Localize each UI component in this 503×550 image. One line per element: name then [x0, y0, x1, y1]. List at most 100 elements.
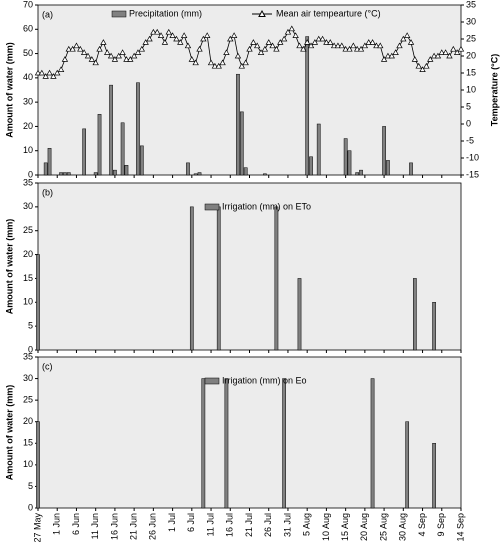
y-tick-label: 25 [23, 395, 33, 405]
temperature-marker [169, 32, 176, 38]
temperature-marker [365, 39, 372, 45]
bar [359, 169, 363, 176]
y-tick-label: 25 [23, 225, 33, 235]
temperature-marker [392, 49, 399, 55]
panel-label: (c) [42, 361, 53, 371]
bar [186, 162, 190, 176]
temperature-marker [438, 49, 445, 55]
bar [386, 160, 390, 176]
bar [93, 172, 98, 176]
y2-tick-label: 0 [466, 118, 471, 128]
x-tick-label: 11 Jul [205, 513, 215, 536]
bar [432, 443, 436, 509]
temperature-marker [88, 56, 96, 62]
temperature-marker [296, 42, 303, 49]
bar [136, 82, 140, 176]
temperature-marker [104, 49, 111, 55]
bar [305, 36, 310, 176]
temperature-marker [434, 52, 442, 59]
temperature-marker [246, 45, 253, 52]
temperature-marker [277, 39, 284, 45]
bar [216, 206, 221, 351]
temperature-marker [46, 69, 53, 76]
panel-label: (b) [42, 187, 53, 197]
bar [224, 378, 229, 509]
y2-tick-label: -15 [466, 169, 479, 179]
x-tick-label: 30 Aug [398, 513, 408, 541]
bar [297, 278, 302, 351]
temperature-marker [353, 45, 361, 52]
y-axis-title: Amount of water (mm) [4, 385, 14, 481]
bar [189, 206, 194, 351]
temperature-marker [400, 35, 407, 42]
temperature-marker [115, 52, 122, 59]
temperature-marker [315, 35, 322, 42]
temperature-marker [388, 52, 395, 59]
legend-label: Mean air tempearture (°C) [276, 8, 381, 18]
bar [47, 148, 52, 176]
y2-tick-label: 25 [466, 33, 476, 43]
bar [236, 73, 240, 176]
temperature-marker [207, 59, 215, 66]
x-tick-label: 31 Jul [282, 513, 292, 537]
temperature-marker [177, 39, 184, 45]
x-tick-label: 5 Aug [302, 513, 312, 536]
y2-axis-title: Temperature (°C) [489, 54, 499, 126]
y2-tick-label: 15 [466, 67, 476, 77]
x-tick-label: 25 Aug [378, 513, 388, 541]
plot-area [37, 4, 462, 176]
bar [201, 378, 206, 509]
x-tick-label: 16 Jul [225, 513, 235, 537]
y-tick-label: 30 [23, 201, 33, 211]
y-axis-title: Amount of water (mm) [4, 42, 14, 138]
x-tick-label: 1 Jul [167, 513, 177, 532]
temperature-marker [265, 39, 272, 45]
temperature-marker [157, 32, 165, 38]
bar [36, 254, 40, 351]
temperature-marker [230, 32, 238, 38]
legend-swatch [204, 203, 220, 211]
x-tick-label: 26 Jun [148, 513, 158, 540]
x-tick-label: 10 Aug [321, 513, 331, 541]
bar [316, 123, 321, 176]
legend-marker [258, 9, 266, 17]
temperature-marker [269, 42, 276, 49]
y-tick-label: 20 [23, 121, 33, 131]
temperature-marker [146, 35, 153, 42]
temperature-marker [219, 59, 226, 66]
y-tick-label: 10 [23, 297, 33, 307]
temperature-marker [73, 42, 80, 49]
temperature-marker [430, 52, 438, 59]
y-tick-label: 5 [28, 481, 33, 491]
temperature-marker [327, 39, 334, 45]
temperature-marker [330, 42, 338, 49]
temperature-marker [50, 73, 57, 79]
temperature-marker [61, 56, 69, 62]
y2-tick-label: 35 [466, 0, 476, 9]
temperature-marker [165, 28, 172, 35]
temperature-marker [142, 39, 149, 45]
temperature-marker [100, 39, 107, 45]
temperature-marker [184, 42, 192, 49]
plot-area [37, 182, 462, 351]
y-tick-label: 0 [28, 169, 33, 179]
y2-tick-label: -5 [466, 135, 474, 145]
temperature-marker [396, 42, 403, 49]
temperature-marker [411, 56, 419, 62]
temperature-marker [238, 62, 246, 69]
temperature-marker [123, 56, 130, 62]
temperature-marker [200, 35, 207, 42]
bar [282, 378, 286, 509]
y-axis-title: Amount of water (mm) [4, 219, 14, 315]
temperature-marker [273, 45, 280, 52]
temperature-marker [350, 42, 357, 49]
temperature-marker [34, 69, 42, 76]
temperature-marker [377, 42, 384, 49]
bar [243, 167, 248, 176]
temperature-marker [361, 42, 369, 49]
temperature-marker [161, 39, 169, 45]
legend-label: Precipitation (mm) [129, 8, 202, 18]
temperature-marker [250, 39, 257, 45]
bar [343, 138, 348, 176]
temperature-marker [284, 28, 292, 35]
